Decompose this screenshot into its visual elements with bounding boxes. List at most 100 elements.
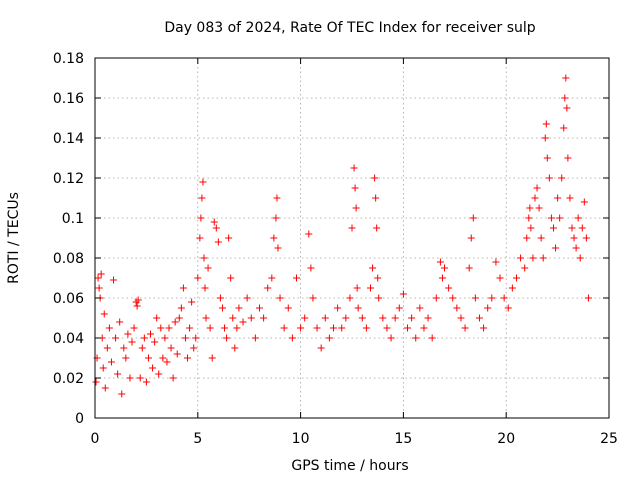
data-point — [140, 334, 148, 342]
data-point — [188, 298, 196, 306]
data-point — [566, 194, 574, 202]
data-point — [469, 214, 477, 222]
data-point — [196, 234, 204, 242]
data-point — [383, 324, 391, 332]
data-point — [186, 324, 194, 332]
data-point — [197, 214, 205, 222]
data-point — [467, 234, 475, 242]
data-point — [317, 344, 325, 352]
data-point — [124, 330, 132, 338]
data-point — [270, 234, 278, 242]
data-point — [560, 124, 568, 132]
data-point — [142, 378, 150, 386]
data-point — [436, 258, 444, 266]
data-point — [208, 354, 216, 362]
data-point — [371, 174, 379, 182]
axis-ticks — [94, 57, 610, 419]
data-point — [480, 324, 488, 332]
y-tick-label: 0.14 — [53, 131, 84, 147]
data-point — [561, 94, 569, 102]
data-point — [184, 354, 192, 362]
data-point — [358, 314, 366, 322]
data-point — [190, 344, 198, 352]
y-tick-label: 0.02 — [53, 371, 84, 387]
data-point — [541, 134, 549, 142]
data-point — [200, 254, 208, 262]
data-point — [118, 390, 126, 398]
data-point — [568, 224, 576, 232]
data-point — [353, 284, 361, 292]
x-tick-label: 25 — [600, 431, 618, 447]
data-point — [420, 324, 428, 332]
grid-lines — [95, 58, 609, 418]
data-point — [114, 370, 122, 378]
data-point — [342, 314, 350, 322]
data-point — [112, 334, 120, 342]
data-point — [500, 294, 508, 302]
data-point — [564, 154, 572, 162]
data-point — [198, 194, 206, 202]
data-point — [149, 364, 157, 372]
data-point — [151, 338, 159, 346]
data-point — [369, 264, 377, 272]
data-point — [395, 304, 403, 312]
data-point — [153, 314, 161, 322]
data-point — [218, 304, 226, 312]
data-point — [552, 244, 560, 252]
data-point — [313, 324, 321, 332]
data-point — [120, 344, 128, 352]
data-point — [223, 334, 231, 342]
data-point — [449, 294, 457, 302]
data-point — [554, 194, 562, 202]
data-point — [206, 324, 214, 332]
data-point — [103, 344, 111, 352]
data-point — [179, 284, 187, 292]
data-point — [116, 318, 124, 326]
data-point — [276, 294, 284, 302]
data-point — [136, 374, 144, 382]
data-point — [130, 324, 138, 332]
data-point — [204, 264, 212, 272]
data-point — [167, 344, 175, 352]
data-point — [438, 274, 446, 282]
y-tick-label: 0.06 — [53, 291, 84, 307]
data-point — [543, 154, 551, 162]
data-point — [194, 274, 202, 282]
data-point — [562, 74, 570, 82]
data-point — [177, 304, 185, 312]
data-point — [134, 296, 142, 304]
data-point — [221, 324, 229, 332]
data-point — [264, 284, 272, 292]
data-point — [348, 224, 356, 232]
data-point — [484, 304, 492, 312]
data-point — [582, 234, 590, 242]
data-point — [229, 314, 237, 322]
data-point — [101, 384, 109, 392]
data-point — [457, 314, 465, 322]
data-point — [547, 214, 555, 222]
data-point — [128, 338, 136, 346]
data-point — [488, 294, 496, 302]
data-point — [352, 204, 360, 212]
data-point — [297, 324, 305, 332]
data-point — [424, 314, 432, 322]
data-point — [574, 214, 582, 222]
data-point — [542, 120, 550, 128]
chart-title: Day 083 of 2024, Rate Of TEC Index for r… — [164, 20, 535, 36]
data-point — [338, 324, 346, 332]
x-tick-labels: 0 5 10 15 20 25 — [91, 431, 618, 447]
data-point — [210, 218, 218, 226]
y-tick-labels: 0 0.02 0.04 0.06 0.08 0.1 0.12 0.14 0.16 0.18 — [53, 51, 84, 427]
data-point — [580, 198, 588, 206]
data-point — [292, 274, 300, 282]
y-tick-label: 0.04 — [53, 331, 84, 347]
y-tick-label: 0.08 — [53, 251, 84, 267]
data-point — [110, 276, 118, 284]
y-axis-label: ROTI / TECUs — [6, 192, 22, 284]
data-point — [367, 284, 375, 292]
data-point — [354, 304, 362, 312]
data-point — [173, 350, 181, 358]
data-point — [202, 314, 210, 322]
data-point — [126, 374, 134, 382]
